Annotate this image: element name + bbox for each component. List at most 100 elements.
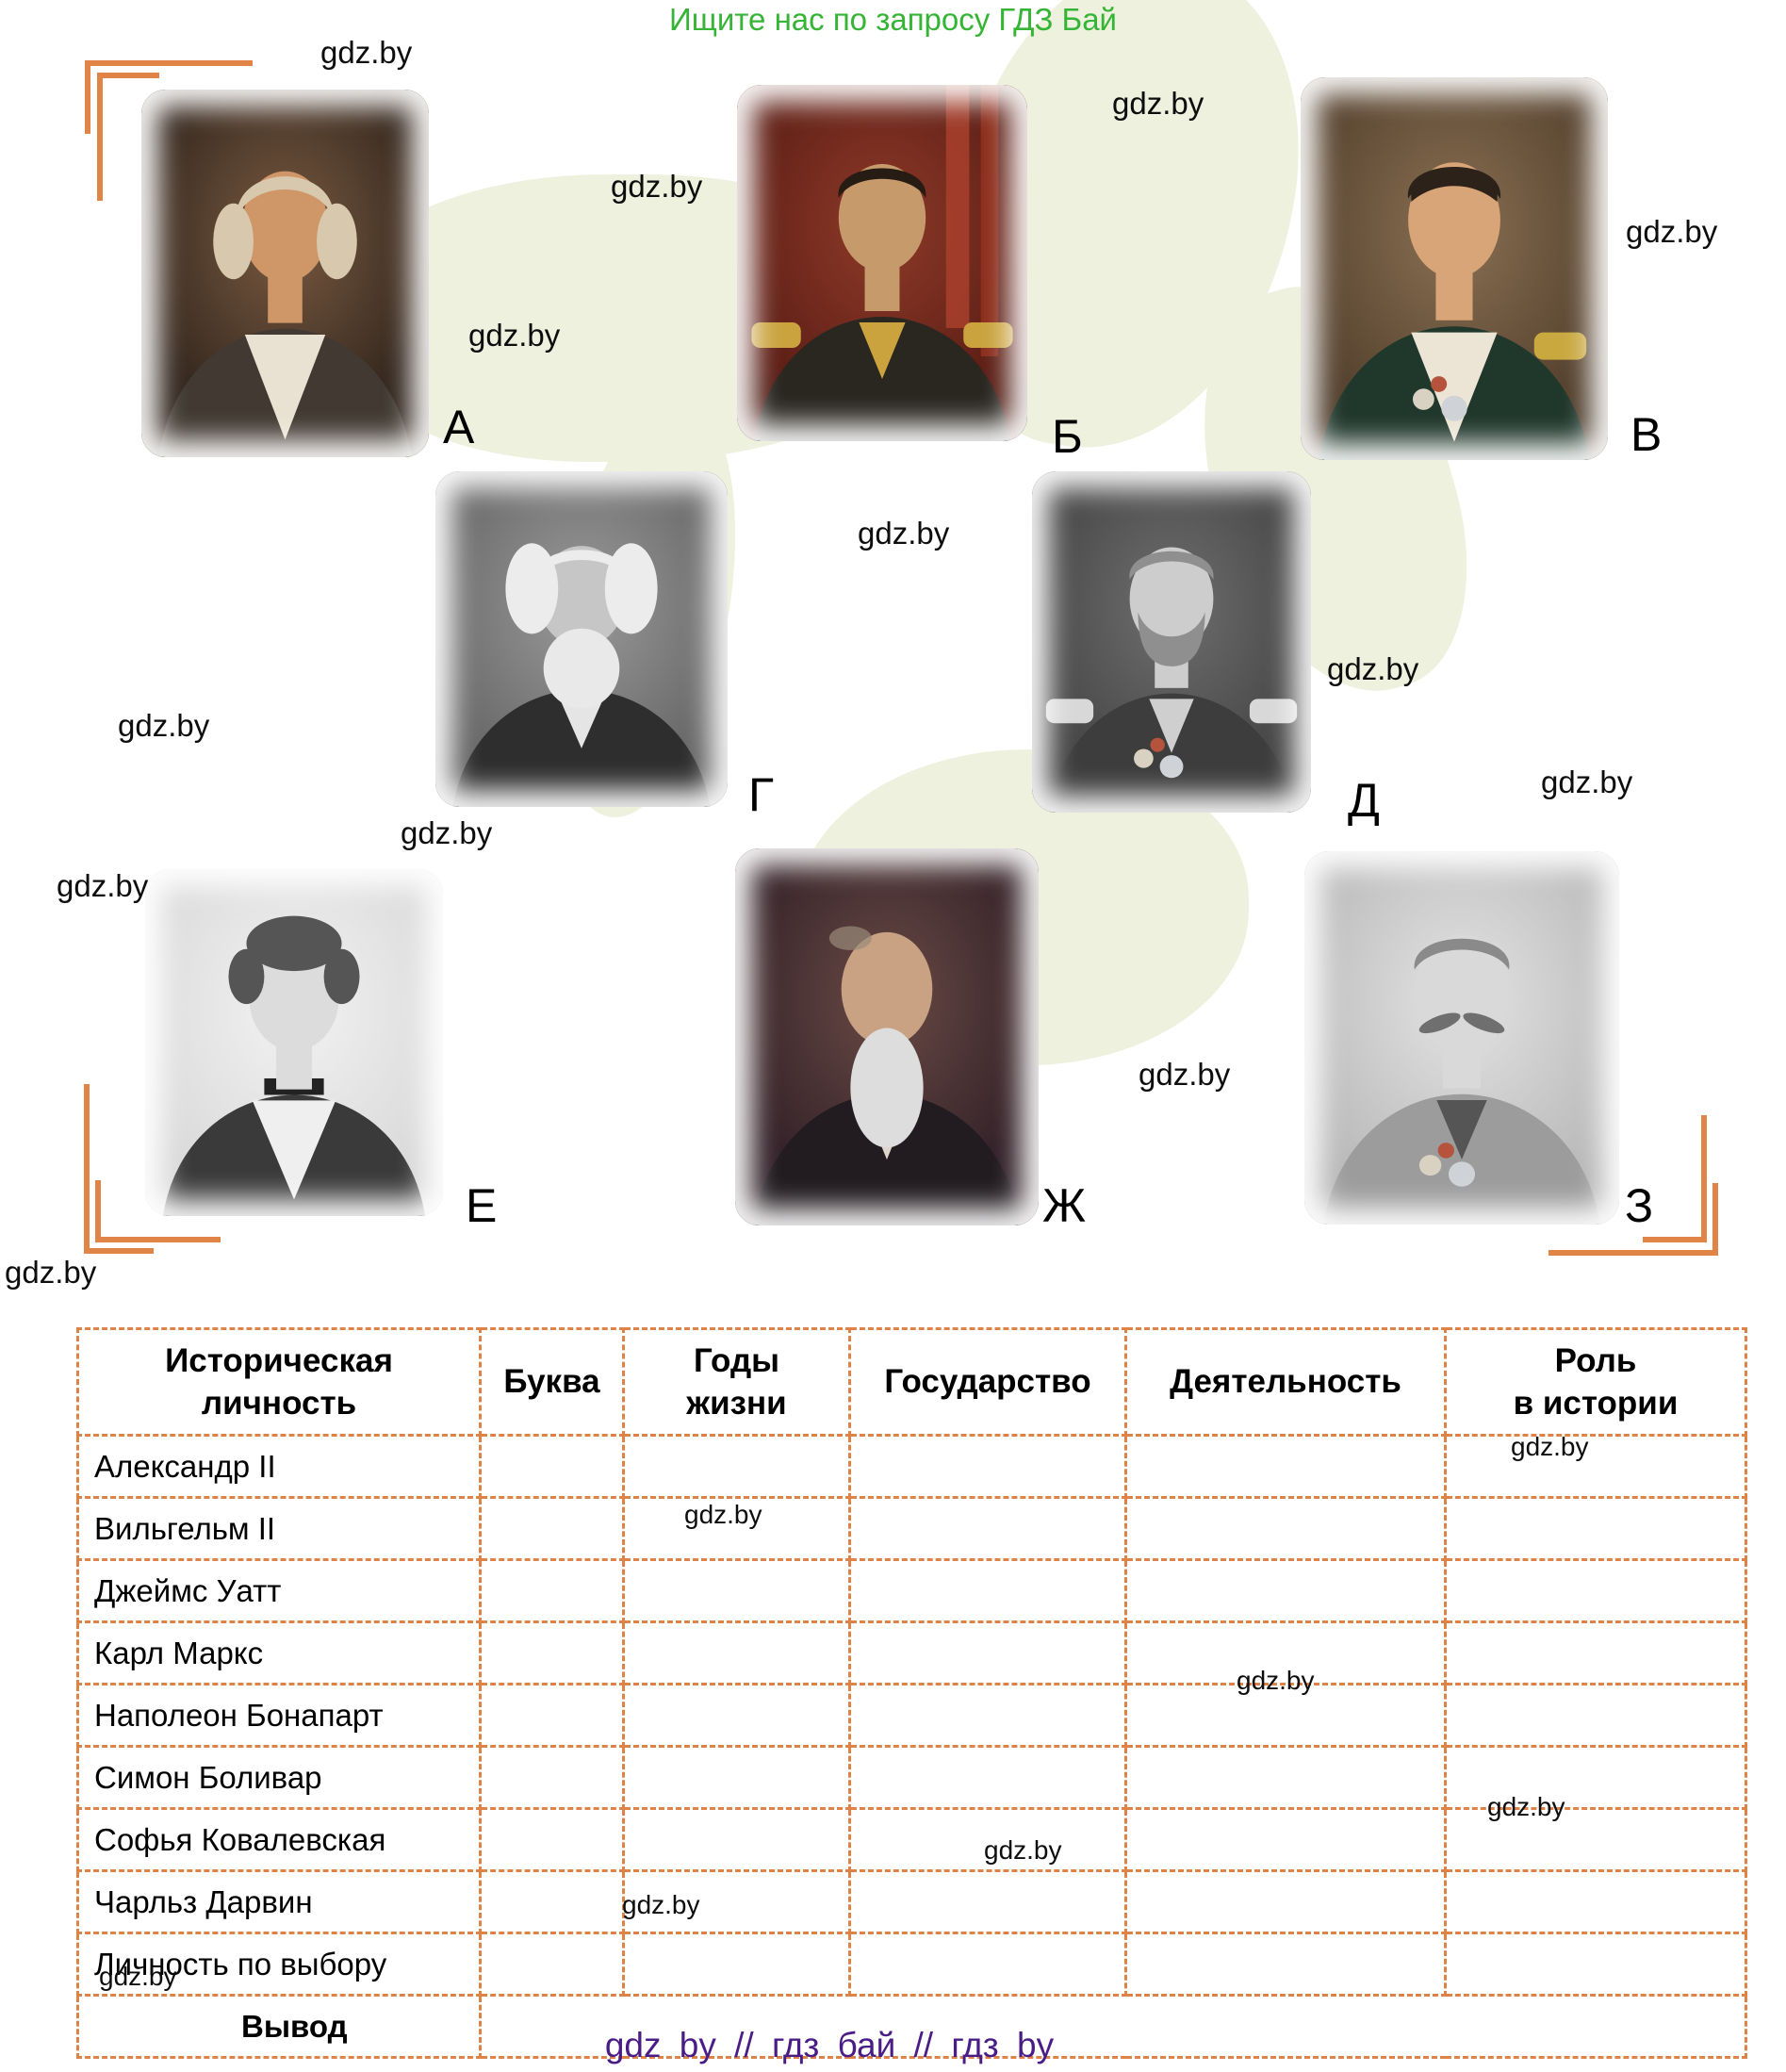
empty-cell — [1444, 1496, 1747, 1561]
portrait-photo — [1032, 471, 1311, 813]
col-header-role: Роль в истории — [1444, 1327, 1747, 1437]
gdz-watermark: gdz.by — [1541, 765, 1633, 799]
corner-bracket-top-left — [85, 60, 253, 66]
portrait-photo — [1304, 851, 1619, 1225]
empty-cell — [622, 1932, 851, 1997]
portrait-photo — [141, 90, 429, 457]
corner-bracket-top-left — [97, 73, 103, 201]
gdz-watermark: gdz.by — [401, 815, 493, 850]
corner-bracket-bottom-left — [95, 1180, 101, 1242]
corner-bracket-bottom-right — [1701, 1115, 1707, 1242]
empty-cell — [1444, 1932, 1747, 1997]
gdz-watermark: gdz.by — [622, 1890, 700, 1919]
col-header-activity: Деятельность — [1124, 1327, 1447, 1437]
gdz-watermark: gdz.by — [320, 35, 413, 70]
table-row: Вильгельм II — [76, 1496, 1747, 1561]
empty-cell — [479, 1620, 625, 1686]
portrait-photo — [735, 848, 1039, 1225]
gdz-watermark: gdz.by — [858, 516, 950, 551]
conclusion-row: Вывод — [76, 1994, 1747, 2059]
empty-cell — [1444, 1869, 1747, 1934]
corner-bracket-bottom-right — [1548, 1250, 1718, 1256]
table-row: Софья Ковалевская — [76, 1807, 1747, 1872]
gdz-watermark: gdz.by — [1511, 1432, 1589, 1461]
match-table: Историческая личность Буква Годы жизни Г… — [76, 1327, 1747, 2059]
empty-cell — [1124, 1683, 1447, 1748]
gdz-watermark: gdz.by — [99, 1962, 177, 1991]
col-header-letter: Буква — [479, 1327, 625, 1437]
promo-header: Ищите нас по запросу ГДЗ Бай — [669, 2, 1117, 37]
gdz-watermark: gdz.by — [684, 1500, 762, 1529]
empty-cell — [848, 1620, 1127, 1686]
empty-cell — [479, 1683, 625, 1748]
empty-cell — [1124, 1496, 1447, 1561]
portrait-photo — [435, 471, 728, 807]
empty-cell — [479, 1807, 625, 1872]
empty-cell — [848, 1745, 1127, 1810]
portrait-letter: Г — [748, 768, 775, 821]
empty-cell — [848, 1807, 1127, 1872]
portrait-letter: Е — [466, 1179, 498, 1232]
portrait-letter: Д — [1348, 774, 1380, 827]
empty-cell — [1124, 1620, 1447, 1686]
empty-cell — [479, 1434, 625, 1499]
person-name: Вильгельм II — [76, 1496, 482, 1561]
portrait-letter: Б — [1052, 410, 1083, 463]
gdz-watermark: gdz.by — [118, 708, 210, 743]
corner-bracket-bottom-left — [95, 1237, 221, 1242]
gdz-watermark: gdz.by — [1487, 1792, 1565, 1821]
person-name: Чарльз Дарвин — [76, 1869, 482, 1934]
portrait-v-napoleon-bonaparte — [1301, 77, 1608, 460]
table-row: Личность по выбору — [76, 1932, 1747, 1997]
gdz-watermark: gdz.by — [1139, 1057, 1231, 1092]
empty-cell — [622, 1434, 851, 1499]
portrait-photo — [145, 869, 443, 1216]
footer-watermark-line: gdz by // гдз бай // гдз by — [604, 2026, 1055, 2064]
empty-cell — [1124, 1434, 1447, 1499]
person-name: Александр II — [76, 1434, 482, 1499]
empty-cell — [622, 1745, 851, 1810]
empty-cell — [848, 1869, 1127, 1934]
empty-cell — [622, 1683, 851, 1748]
gdz-watermark: gdz.by — [57, 868, 149, 903]
col-header-person: Историческая личность — [76, 1327, 482, 1437]
person-name: Симон Боливар — [76, 1745, 482, 1810]
empty-cell — [1124, 1745, 1447, 1810]
empty-cell — [1444, 1683, 1747, 1748]
table-header-row: Историческая личность Буква Годы жизни Г… — [76, 1327, 1747, 1437]
empty-cell — [479, 1745, 625, 1810]
table-row: Александр II — [76, 1434, 1747, 1499]
empty-cell — [479, 1496, 625, 1561]
empty-cell — [479, 1558, 625, 1623]
person-name: Софья Ковалевская — [76, 1807, 482, 1872]
empty-cell — [1444, 1434, 1747, 1499]
portrait-letter: В — [1630, 408, 1663, 461]
gdz-watermark: gdz.by — [5, 1255, 97, 1290]
portrait-g-karl-marx — [435, 471, 728, 807]
table-row: Наполеон Бонапарт — [76, 1683, 1747, 1748]
portrait-b-simon-bolivar — [737, 85, 1027, 441]
table-row: Карл Маркс — [76, 1620, 1747, 1686]
empty-cell — [1124, 1869, 1447, 1934]
empty-cell — [1444, 1620, 1747, 1686]
portrait-d-alexander-ii — [1032, 471, 1311, 813]
empty-cell — [848, 1932, 1127, 1997]
empty-cell — [622, 1558, 851, 1623]
gdz-watermark: gdz.by — [1112, 86, 1204, 121]
portrait-z-wilhelm-ii — [1304, 851, 1619, 1225]
conclusion-empty-cell — [479, 1994, 1747, 2059]
gdz-watermark: gdz.by — [468, 318, 561, 353]
empty-cell — [1124, 1932, 1447, 1997]
empty-cell — [848, 1496, 1127, 1561]
empty-cell — [622, 1869, 851, 1934]
empty-cell — [1444, 1807, 1747, 1872]
table-row: Джеймс Уатт — [76, 1558, 1747, 1623]
conclusion-label: Вывод — [76, 1994, 482, 2059]
empty-cell — [848, 1558, 1127, 1623]
empty-cell — [1444, 1745, 1747, 1810]
empty-cell — [479, 1932, 625, 1997]
gdz-watermark: gdz.by — [984, 1835, 1062, 1865]
gdz-watermark: gdz.by — [611, 169, 703, 204]
gdz-watermark: gdz.by — [1327, 651, 1419, 686]
table-row: Симон Боливар — [76, 1745, 1747, 1810]
